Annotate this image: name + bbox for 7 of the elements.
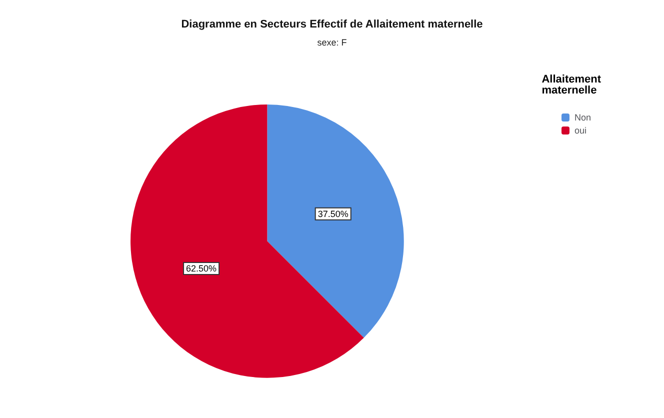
legend-label: oui bbox=[574, 126, 587, 136]
chart-title: Diagramme en Secteurs Effectif de Allaitement maternelle bbox=[181, 18, 483, 30]
data-label: 62.50% bbox=[186, 263, 217, 274]
data-label: 37.50% bbox=[318, 208, 348, 219]
legend-label: Non bbox=[574, 112, 592, 122]
chart-subtitle: sexe: F bbox=[317, 38, 348, 48]
legend-title: Allaitement maternelle bbox=[542, 74, 602, 96]
